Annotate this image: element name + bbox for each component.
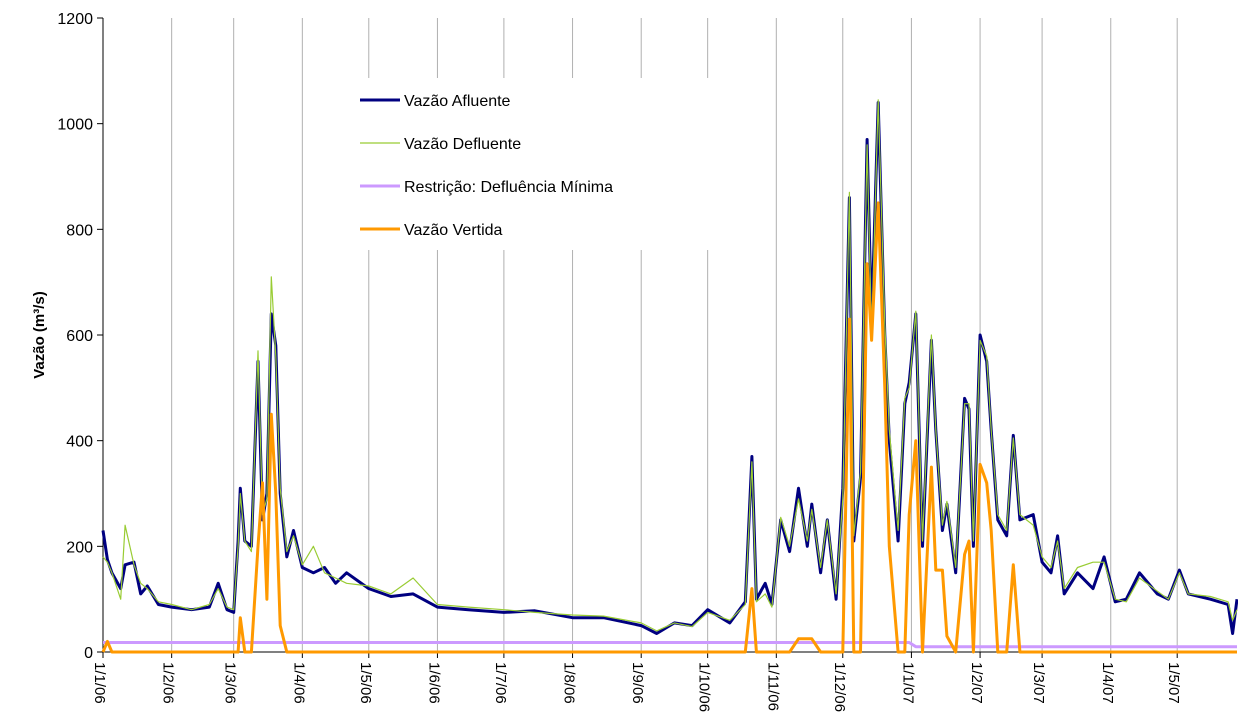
- data-line: [101, 201, 1237, 654]
- x-tick-label: 1/4/06: [290, 662, 307, 704]
- y-tick-label: 200: [66, 539, 93, 556]
- x-tick-label: 1/3/06: [222, 662, 239, 704]
- x-tick-label: 1/1/07: [899, 662, 916, 704]
- x-tick-label: 1/4/07: [1099, 662, 1116, 704]
- x-tick-label: 1/11/06: [764, 662, 781, 711]
- y-tick-label: 800: [66, 222, 93, 239]
- x-tick-label: 1/3/07: [1030, 662, 1047, 704]
- x-tick-label: 1/8/06: [561, 662, 578, 704]
- x-tick-label: 1/5/07: [1165, 662, 1182, 704]
- x-tick-label: 1/12/06: [831, 662, 848, 712]
- x-tick-label: 1/5/06: [357, 662, 374, 704]
- y-tick-label: 1000: [57, 117, 93, 134]
- data-line: [103, 641, 1237, 649]
- y-tick-label: 0: [84, 645, 93, 662]
- data-line: [102, 99, 1238, 632]
- x-tick-label: 1/1/06: [91, 662, 108, 704]
- legend-label: Vazão Defluente: [404, 136, 521, 153]
- x-tick-label: 1/6/06: [425, 662, 442, 704]
- y-tick-label: 600: [66, 328, 93, 345]
- x-tick-label: 1/2/06: [160, 662, 177, 704]
- x-tick-label: 1/9/06: [629, 662, 646, 704]
- legend-label: Restrição: Defluência Mínima: [404, 179, 613, 196]
- y-tick-label: 1200: [57, 11, 93, 28]
- x-tick-label: 1/2/07: [968, 662, 985, 704]
- y-axis-label: Vazão (m³/s): [31, 291, 48, 379]
- x-tick-label: 1/10/06: [696, 662, 713, 712]
- legend-box: [322, 78, 720, 250]
- legend-label: Vazão Vertida: [404, 222, 503, 239]
- x-tick-label: 1/7/06: [492, 662, 509, 704]
- y-tick-label: 400: [66, 434, 93, 451]
- legend-label: Vazão Afluente: [404, 93, 511, 110]
